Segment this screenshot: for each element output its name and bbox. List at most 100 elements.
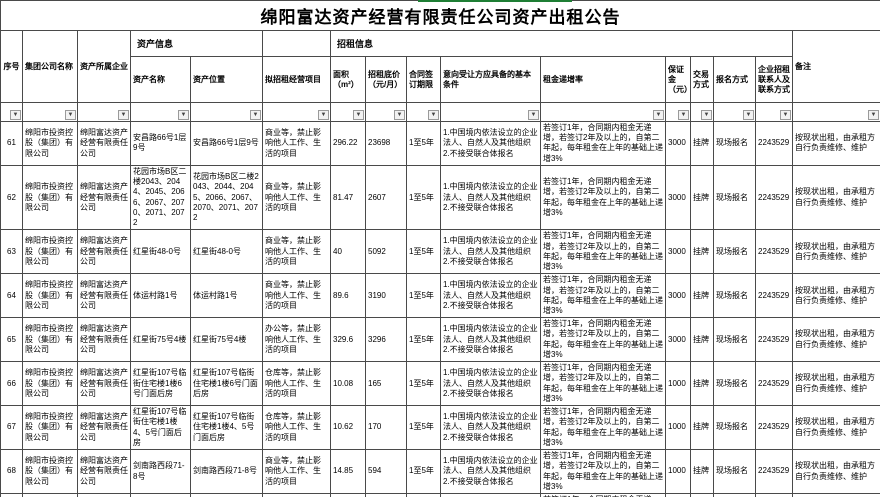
cell-trade-method: 挂牌	[690, 229, 714, 275]
cell-increase-rate: 若签订1年，合同期内租金无递增，若签订2年及以上的，自第二年起，每年租金在上年的…	[540, 317, 666, 363]
cell-group-company: 绵阳市投资控股（集团）有限公司	[22, 164, 78, 231]
cell-contact: 2243529	[755, 317, 793, 363]
cell-deposit: 1000	[665, 449, 691, 494]
filter-dropdown-icon[interactable]: ▼	[653, 110, 664, 120]
cell-area: 81.47	[330, 164, 366, 231]
col-header-note: 备注	[792, 30, 880, 103]
cell-serial: 67	[0, 405, 23, 451]
filter-dropdown-icon[interactable]: ▼	[394, 110, 405, 120]
cell-term: 1至5年	[406, 229, 441, 275]
cell-deposit: 3000	[665, 273, 691, 319]
filter-dropdown-icon[interactable]: ▼	[428, 110, 439, 120]
filter-dropdown-icon[interactable]: ▼	[528, 110, 539, 120]
cell-signup-method: 现场报名	[713, 273, 756, 319]
col-header-project: 拟招租经营项目	[262, 56, 331, 103]
col-header-conditions: 意向受让方应具备的基本条件	[440, 56, 541, 103]
filter-dropdown-icon[interactable]: ▼	[118, 110, 129, 120]
cell-contact: 2243529	[755, 405, 793, 451]
cell-term: 1至5年	[406, 449, 441, 494]
cell-contact: 2243529	[755, 492, 793, 497]
cell-term: 1至5年	[406, 273, 441, 319]
col-header-deposit: 保证金（元）	[665, 56, 691, 103]
cell-increase-rate: 若签订1年，合同期内租金无递增，若签订2年及以上的，自第二年起，每年租金在上年的…	[540, 361, 666, 407]
cell-conditions: 1.中国境内依法设立的企业法人、自然人及其他组织 2.不接受联合体报名	[440, 449, 541, 494]
col-header-serial: 序号	[0, 30, 23, 103]
cell-conditions: 1.中国境内依法设立的企业法人、自然人及其他组织 2.不接受联合体报名	[440, 164, 541, 231]
cell-base-price: 165	[365, 361, 407, 407]
filter-cell: ▼	[0, 102, 23, 122]
cell-enterprise: 绵阳富达资产经营有限责任公司	[77, 449, 131, 494]
cell-base-price: 3296	[365, 317, 407, 363]
cell-term: 1至5年	[406, 361, 441, 407]
table-row: 65 绵阳市投资控股（集团）有限公司 绵阳富达资产经营有限责任公司 红星街75号…	[0, 317, 880, 363]
page-title: 绵阳富达资产经营有限责任公司资产出租公告	[0, 0, 880, 31]
condition-line-1: 1.中国境内依法设立的企业法人、自然人及其他组织	[443, 280, 538, 300]
cell-enterprise: 绵阳富达资产经营有限责任公司	[77, 273, 131, 319]
filter-dropdown-icon[interactable]: ▼	[743, 110, 754, 120]
filter-dropdown-icon[interactable]: ▼	[868, 110, 879, 120]
cell-contact: 2243529	[755, 361, 793, 407]
cell-asset-name: 建设街6号原农业局临街办公楼4-6层	[130, 492, 191, 497]
cell-enterprise: 绵阳富达资产经营有限责任公司	[77, 317, 131, 363]
filter-cell: ▼	[22, 102, 78, 122]
cell-conditions: 1.中国境内依法设立的企业法人、自然人及其他组织 2.不接受联合体报名	[440, 361, 541, 407]
cell-increase-rate: 若签订1年，合同期内租金无递增，若签订2年及以上的，自第二年起，每年租金在上年的…	[540, 273, 666, 319]
cell-term: 1至5年	[406, 121, 441, 166]
filter-dropdown-icon[interactable]: ▼	[65, 110, 76, 120]
table-row: 62 绵阳市投资控股（集团）有限公司 绵阳富达资产经营有限责任公司 花园市场B区…	[0, 164, 880, 231]
filter-cell: ▼	[190, 102, 263, 122]
condition-line-2: 2.不接受联合体报名	[443, 202, 514, 212]
condition-line-1: 1.中国境内依法设立的企业法人、自然人及其他组织	[443, 456, 538, 476]
col-header-trade-method: 交易方式	[690, 56, 714, 103]
condition-line-1: 1.中国境内依法设立的企业法人、自然人及其他组织	[443, 368, 538, 388]
table-row: 66 绵阳市投资控股（集团）有限公司 绵阳富达资产经营有限责任公司 红星街107…	[0, 361, 880, 407]
condition-line-1: 1.中国境内依法设立的企业法人、自然人及其他组织	[443, 128, 538, 148]
cell-note: 按现状出租，由承租方自行负责维修、维护	[792, 121, 880, 166]
cell-area: 40	[330, 229, 366, 275]
filter-dropdown-icon[interactable]: ▼	[780, 110, 791, 120]
filter-cell: ▼	[406, 102, 441, 122]
cell-asset-name: 红星街48-0号	[130, 229, 191, 275]
cell-contact: 2243529	[755, 229, 793, 275]
cell-group-company: 绵阳市投资控股（集团）有限公司	[22, 492, 78, 497]
filter-dropdown-icon[interactable]: ▼	[178, 110, 189, 120]
cell-serial: 61	[0, 121, 23, 166]
cell-trade-method: 挂牌	[690, 273, 714, 319]
filter-cell: ▼	[792, 102, 880, 122]
cell-serial: 64	[0, 273, 23, 319]
cell-note: 按现状出租，由承租方自行负责维修、维护	[792, 164, 880, 231]
col-header-term: 合同签订期限	[406, 56, 441, 103]
col-header-area: 面积（m²）	[330, 56, 366, 103]
cell-term: 1至5年	[406, 317, 441, 363]
filter-dropdown-icon[interactable]: ▼	[318, 110, 329, 120]
filter-dropdown-icon[interactable]: ▼	[353, 110, 364, 120]
col-header-enterprise: 资产所属企业	[77, 30, 131, 103]
filter-dropdown-icon[interactable]: ▼	[10, 110, 21, 120]
cell-asset-name: 红星街107号临街住宅楼1楼6号门面后房	[130, 361, 191, 407]
cell-project: 仓库等，禁止影响他人工作、生活的项目	[262, 405, 331, 451]
filter-row: ▼ ▼ ▼ ▼ ▼ ▼ ▼ ▼ ▼ ▼ ▼ ▼ ▼ ▼ ▼ ▼	[0, 102, 880, 122]
filter-cell: ▼	[690, 102, 714, 122]
cell-serial: 62	[0, 164, 23, 231]
cell-conditions: 1.中国境内依法设立的企业法人、自然人及其他组织 2.不接受联合体报名	[440, 121, 541, 166]
cell-term: 1至10年	[406, 492, 441, 497]
band-empty	[262, 30, 331, 57]
cell-area: 10.62	[330, 405, 366, 451]
table-row: 67 绵阳市投资控股（集团）有限公司 绵阳富达资产经营有限责任公司 红星街107…	[0, 405, 880, 451]
cell-note: 按现状出租，由承租方自行负责维修、维护	[792, 449, 880, 494]
filter-cell: ▼	[77, 102, 131, 122]
filter-dropdown-icon[interactable]: ▼	[678, 110, 689, 120]
band-asset-info: 资产信息	[130, 30, 263, 57]
cell-contact: 2243529	[755, 121, 793, 166]
condition-line-2: 2.不接受联合体报名	[443, 256, 514, 266]
cell-term: 1至5年	[406, 164, 441, 231]
condition-line-2: 2.不接受联合体报名	[443, 148, 514, 158]
filter-dropdown-icon[interactable]: ▼	[701, 110, 712, 120]
cell-serial: 69	[0, 492, 23, 497]
cell-asset-name: 剑南路西段71-8号	[130, 449, 191, 494]
cell-increase-rate: 若签订1年，合同期内租金无递增，若签订2年及以上的，自第二年起，每年租金在上年的…	[540, 492, 666, 497]
col-header-increase-rate: 租金递增率	[540, 56, 666, 103]
filter-dropdown-icon[interactable]: ▼	[250, 110, 261, 120]
